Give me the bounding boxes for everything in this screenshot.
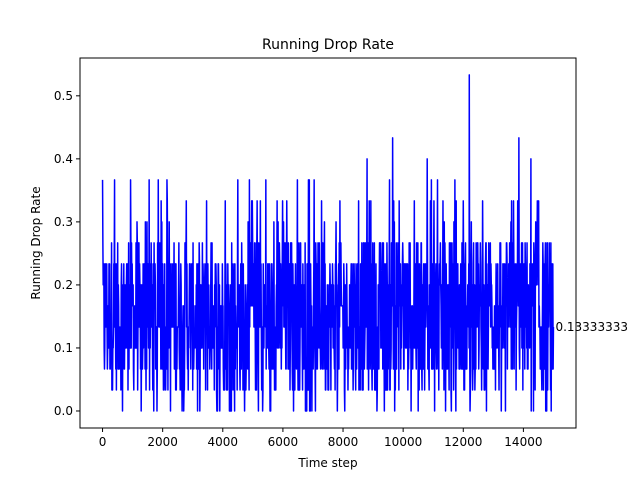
y-tick-label: 0.3	[54, 215, 73, 229]
axes-frame	[79, 57, 577, 429]
chart-title: Running Drop Rate	[262, 37, 394, 53]
y-tick-label: 0.1	[54, 341, 73, 355]
plot-area	[79, 57, 577, 429]
x-tick-label: 12000	[444, 435, 482, 449]
y-tick-label: 0.4	[54, 152, 73, 166]
y-tick-label: 0.5	[54, 89, 73, 103]
y-axis-label: Running Drop Rate	[29, 186, 43, 299]
end-value-annotation: 0.13333333	[555, 320, 628, 334]
x-tick-label: 4000	[208, 435, 239, 449]
x-axis: 0 2000 4000 6000 8000 10000 12000 14000	[99, 428, 542, 449]
x-tick-label: 6000	[268, 435, 299, 449]
x-axis-label: Time step	[297, 456, 357, 470]
x-tick-label: 8000	[328, 435, 359, 449]
x-tick-label: 0	[99, 435, 107, 449]
y-axis: 0.0 0.1 0.2 0.3 0.4 0.5	[54, 89, 80, 418]
x-tick-label: 2000	[147, 435, 178, 449]
x-tick-label: 10000	[384, 435, 422, 449]
y-tick-label: 0.2	[54, 278, 73, 292]
x-tick-label: 14000	[504, 435, 542, 449]
y-tick-label: 0.0	[54, 404, 73, 418]
series-line-drop-rate	[101, 74, 555, 412]
